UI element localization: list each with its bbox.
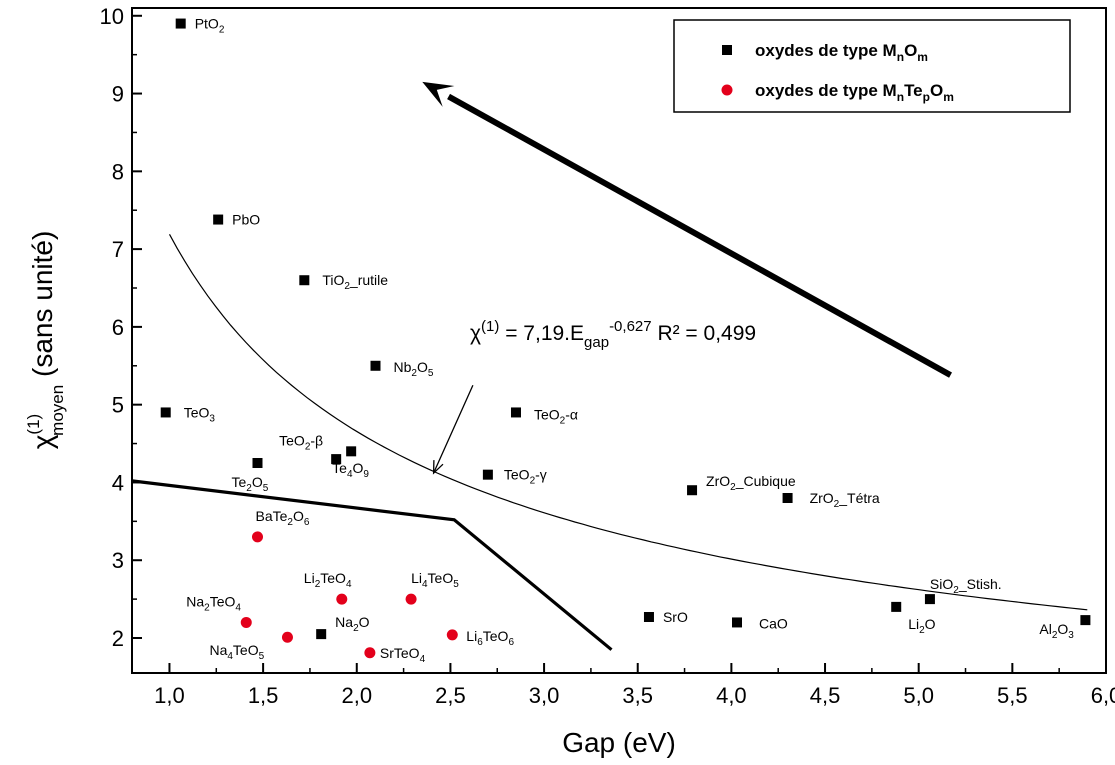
point-tio2-rutile <box>299 275 310 286</box>
point-li2o <box>891 601 902 612</box>
label-te2o5: Te2O5 <box>231 474 268 494</box>
point-na2o <box>316 629 327 640</box>
label-teo2: TeO2-α <box>534 406 578 426</box>
point-te4o9 <box>331 454 342 465</box>
label-zro2-cubique: ZrO2_Cubique <box>706 473 796 493</box>
label-li6teo6: Li6TeO6 <box>466 628 514 648</box>
fit-callout-arrow <box>432 384 474 474</box>
label-sio2-stish: SiO2_Stish. <box>930 576 1002 596</box>
point-zro2-t-tra <box>782 493 793 503</box>
label-pto2: PtO2 <box>195 16 225 36</box>
point-teo2 <box>346 446 357 457</box>
fit-equation: χ(1) = 7,19.Egap-0,627 R² = 0,499 <box>470 318 756 351</box>
point-pto2 <box>175 18 186 29</box>
label-na2o: Na2O <box>335 614 369 634</box>
point-teo3 <box>160 407 171 418</box>
point-te2o5 <box>252 458 263 468</box>
x-tick-label: 6,0 <box>1091 683 1115 708</box>
label-sro: SrO <box>663 609 688 625</box>
label-teo3: TeO3 <box>184 404 216 424</box>
point-li2teo4 <box>336 593 348 605</box>
axes: 1,0 1,5 2,0 2,5 3,0 3,5 4,0 4,5 5,0 5,5 6,0 2 3 4 5 6 7 8… <box>24 4 1115 758</box>
y-axis-title-text: χ(1) moyen (sans unité) <box>24 231 67 450</box>
label-li2teo4: Li2TeO4 <box>304 570 352 590</box>
fit-callout-arrowhead <box>432 460 444 475</box>
label-na4teo5: Na4TeO5 <box>209 642 264 662</box>
y-tick-label: 6 <box>112 315 124 340</box>
x-tick-label: 1,5 <box>248 683 279 708</box>
fit-curve <box>168 234 1088 611</box>
legend-box <box>673 19 1071 113</box>
y-tick-label: 3 <box>112 548 124 573</box>
label-cao: CaO <box>759 615 788 631</box>
x-tick-label: 3,5 <box>622 683 653 708</box>
y-tick-label: 5 <box>112 393 124 418</box>
boundary-line <box>131 479 613 651</box>
point-teo2 <box>482 469 493 480</box>
x-tick-label: 2,0 <box>341 683 372 708</box>
series-1: PtO2 PbO TiO2_rutile Nb2O5 TeO3 TeO2-α TeO2-β T… <box>160 16 1091 641</box>
x-axis-title: Gap (eV) <box>562 727 676 758</box>
label-pbo: PbO <box>232 212 260 228</box>
plot-area: χ(1) = 7,19.Egap-0,627 R² = 0,499 PtO2 PbO… <box>131 16 1091 665</box>
label-teo2: TeO2-β <box>279 432 323 452</box>
y-tick-label: 8 <box>112 159 124 184</box>
y-tick-label: 7 <box>112 237 124 262</box>
legend-entry-1: oxydes de type MnOm <box>755 41 928 64</box>
y-tick-label: 9 <box>112 82 124 107</box>
label-li2o: Li2O <box>908 616 935 636</box>
label-teo2: TeO2-γ <box>504 467 547 487</box>
label-al2o3: Al2O3 <box>1039 621 1074 641</box>
point-pbo <box>213 214 224 225</box>
y-tick-label: 4 <box>112 470 124 495</box>
plot-frame <box>131 7 1107 674</box>
point-sro <box>643 612 654 622</box>
label-na2teo4: Na2TeO4 <box>186 593 241 613</box>
label-tio2-rutile: TiO2_rutile <box>322 272 388 292</box>
label-li4teo5: Li4TeO5 <box>411 570 459 590</box>
x-tick-label: 5,5 <box>997 683 1028 708</box>
point-sio2-stish <box>924 594 935 605</box>
legend-entry-2: oxydes de type MnTepOm <box>755 81 954 104</box>
point-li6teo6 <box>446 629 458 641</box>
y-tick-label: 10 <box>100 4 124 29</box>
x-tick-label: 3,0 <box>529 683 560 708</box>
label-te4o9: Te4O9 <box>332 460 369 480</box>
point-na4teo5 <box>281 631 293 643</box>
point-zro2-cubique <box>687 485 698 496</box>
point-na2teo4 <box>240 616 252 628</box>
label-nb2o5: Nb2O5 <box>394 359 434 379</box>
x-tick-label: 4,0 <box>716 683 747 708</box>
point-al2o3 <box>1080 615 1091 626</box>
point-nb2o5 <box>370 360 381 371</box>
point-bate2o6 <box>251 531 263 543</box>
x-tick-label: 2,5 <box>435 683 466 708</box>
x-tick-label: 1,0 <box>154 683 185 708</box>
point-cao <box>732 617 743 628</box>
y-axis-title: χ(1) moyen (sans unité) <box>24 231 67 450</box>
legend: oxydes de type MnOm oxydes de type MnTepO… <box>673 19 1071 113</box>
x-tick-label: 4,5 <box>810 683 841 708</box>
series-2: BaTe2O6 Li2TeO4 Li4TeO5 Na2TeO4 Na4TeO5 SrTeO… <box>186 508 514 665</box>
trend-arrow-head <box>422 81 455 107</box>
label-zro2-t-tra: ZrO2_Tétra <box>810 490 880 510</box>
legend-marker-square <box>722 45 732 55</box>
label-srteo4: SrTeO4 <box>380 645 426 665</box>
y-tick-label: 2 <box>112 626 124 651</box>
label-bate2o6: BaTe2O6 <box>255 508 309 528</box>
trend-arrow-shaft <box>447 93 952 378</box>
point-srteo4 <box>364 647 376 659</box>
point-teo2 <box>510 407 521 418</box>
point-li4teo5 <box>405 593 417 605</box>
x-tick-label: 5,0 <box>903 683 934 708</box>
legend-marker-circle <box>721 84 733 96</box>
